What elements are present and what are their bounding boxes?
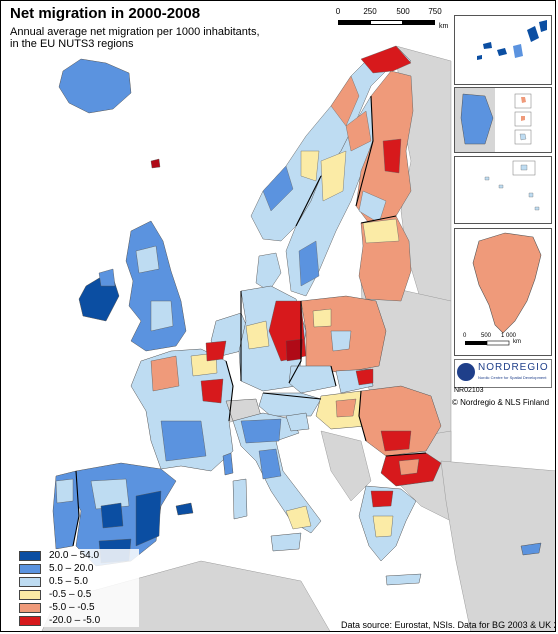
legend-label: -5.0 – -0.5 xyxy=(49,602,95,613)
iceland xyxy=(58,58,132,114)
map-subtitle: Annual average net migration per 1000 in… xyxy=(10,26,260,50)
legend-label: 0.5 – 5.0 xyxy=(49,576,88,587)
islands-map xyxy=(484,160,540,211)
legend-item: 0.5 – 5.0 xyxy=(19,575,139,588)
subtitle-line-1: Annual average net migration per 1000 in… xyxy=(10,26,260,38)
inset-greenland: 0 500 1 000 km xyxy=(454,228,552,356)
corsica xyxy=(222,452,234,476)
logo-tagline: Nordic Centre for Spatial Development xyxy=(478,375,547,380)
inset-scale-tick: 1 000 xyxy=(501,333,517,339)
national-borders xyxy=(72,95,427,547)
scale-segment xyxy=(370,20,403,25)
inset-scale-tick: 0 xyxy=(463,333,467,339)
legend-item: -5.0 – -0.5 xyxy=(19,601,139,614)
united-kingdom xyxy=(125,220,187,352)
scale-tick: 250 xyxy=(363,7,377,16)
legend-label: -0.5 – 0.5 xyxy=(49,589,92,600)
cyprus xyxy=(520,542,542,556)
legend-swatch xyxy=(19,602,41,613)
scale-tick: 750 xyxy=(428,7,442,16)
inset-scale-unit: km xyxy=(513,339,521,345)
greenland-map xyxy=(465,232,542,346)
inset-canary-islands xyxy=(454,15,552,85)
nordregio-logo: NORDREGIO Nordic Centre for Spatial Deve… xyxy=(454,359,552,388)
canary-islands-map xyxy=(477,20,547,60)
legend-label: -20.0 – -5.0 xyxy=(49,615,101,626)
czech-republic xyxy=(288,365,337,394)
inset-french-guiana xyxy=(454,87,552,153)
legend-swatch xyxy=(19,563,41,574)
scale-segment xyxy=(338,20,370,25)
inset-islands xyxy=(454,156,552,224)
denmark xyxy=(255,252,282,292)
legend-swatch xyxy=(19,615,41,626)
sicily xyxy=(270,532,302,552)
legend-item: -0.5 – 0.5 xyxy=(19,588,139,601)
map-title: Net migration in 2000-2008 xyxy=(10,5,201,22)
french-guiana-map xyxy=(455,88,532,152)
legend-swatch xyxy=(19,576,41,587)
legend-label: 5.0 – 20.0 xyxy=(49,563,94,574)
inset-scale-tick: 500 xyxy=(481,333,492,339)
scale-segment xyxy=(403,20,435,25)
legend-swatch xyxy=(19,550,41,561)
map-id: NR02103 xyxy=(454,387,484,394)
legend-item: 5.0 – 20.0 xyxy=(19,562,139,575)
logo-name: NORDREGIO xyxy=(478,362,549,373)
subtitle-line-2: in the EU NUTS3 regions xyxy=(10,38,134,50)
legend-item: -20.0 – -5.0 xyxy=(19,614,139,627)
nordregio-logo-icon xyxy=(457,363,475,381)
sardinia xyxy=(232,478,248,520)
copyright: © Nordregio & NLS Finland xyxy=(452,398,550,407)
scale-unit: km xyxy=(439,23,449,30)
legend: 20.0 – 54.0 5.0 – 20.0 0.5 – 5.0 -0.5 – … xyxy=(19,549,139,627)
scale-bar: 0 250 500 750 km xyxy=(334,7,454,37)
faroe-islands xyxy=(150,158,161,169)
scale-tick: 0 xyxy=(335,7,341,16)
slovenia xyxy=(285,412,310,432)
legend-item: 20.0 – 54.0 xyxy=(19,549,139,562)
crete xyxy=(385,573,422,586)
balearic-islands xyxy=(175,502,194,516)
legend-label: 20.0 – 54.0 xyxy=(49,550,100,561)
austria xyxy=(258,392,322,417)
scale-tick: 500 xyxy=(396,7,410,16)
data-source: Data source: Eurostat, NSIs. Data for BG… xyxy=(341,620,556,630)
legend-swatch xyxy=(19,589,41,600)
